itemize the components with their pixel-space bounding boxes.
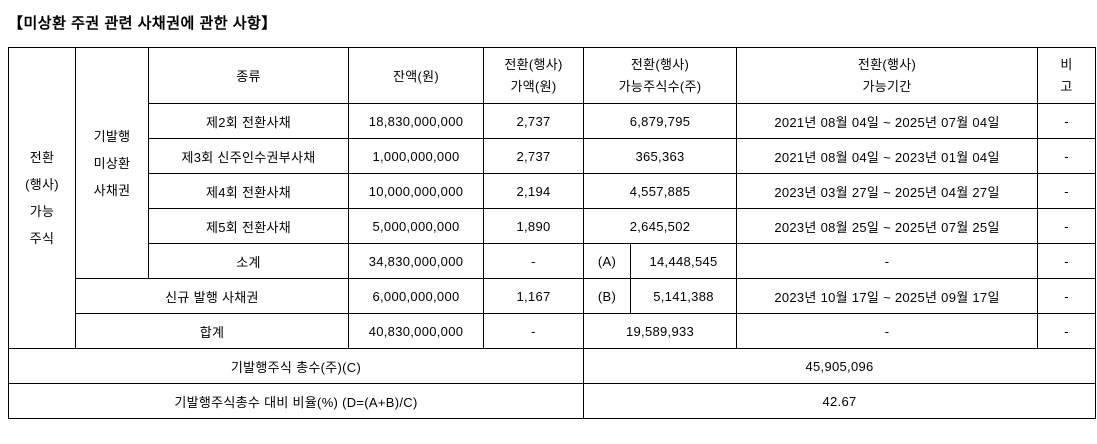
header-conversion-price: 전환(행사) 가액(원)	[483, 47, 584, 104]
cell-balance: 34,830,000,000	[348, 243, 484, 279]
bond-row: 제3회 신주인수권부사채 1,000,000,000 2,737 365,363…	[9, 138, 1097, 174]
cell-note: -	[1037, 103, 1097, 139]
summary-row-total-issued-shares: 기발행주식 총수(주)(C) 45,905,096	[8, 348, 1097, 384]
cell-shares: 6,879,795	[582, 103, 738, 139]
cell-shares: 14,448,545	[629, 243, 738, 279]
summary-label: 기발행주식총수 대비 비율(%) (D=(A+B)/C)	[8, 383, 584, 419]
cell-kind: 제2회 전환사채	[148, 103, 349, 139]
header-balance: 잔액(원)	[348, 47, 484, 104]
cell-balance: 1,000,000,000	[348, 138, 484, 174]
cell-shares-tag: (B)	[583, 278, 631, 314]
header-row: 전환 (행사) 가능 주식 기발행 미상환 사채권 종류 잔액(원) 전환(행사…	[8, 47, 1097, 349]
cell-shares: 5,141,388	[629, 278, 738, 314]
header-kind: 종류	[148, 47, 349, 104]
cell-note: -	[1037, 278, 1097, 314]
cell-period: -	[736, 243, 1039, 279]
bond-row: 제4회 전환사채 10,000,000,000 2,194 4,557,885 …	[9, 173, 1097, 209]
summary-row-ratio: 기발행주식총수 대비 비율(%) (D=(A+B)/C) 42.67	[8, 383, 1097, 419]
document-page: 【미상환 주권 관련 사채권에 관한 사항】 전환 (행사) 가능 주식 기발행…	[8, 15, 1097, 419]
cell-period: 2023년 03월 27일 ~ 2025년 04월 27일	[736, 173, 1039, 209]
cell-note: -	[1037, 313, 1097, 349]
cell-balance: 40,830,000,000	[348, 313, 484, 349]
cell-price: 1,890	[483, 208, 584, 244]
cell-price: 2,737	[483, 138, 584, 174]
cell-kind: 소계	[148, 243, 349, 279]
cell-shares: 4,557,885	[582, 173, 738, 209]
cell-period: 2021년 08월 04일 ~ 2025년 07월 04일	[736, 103, 1039, 139]
cell-note: -	[1037, 208, 1097, 244]
cell-price: 1,167	[483, 278, 584, 314]
summary-value: 45,905,096	[582, 348, 1097, 384]
total-row: 합계 40,830,000,000 - 19,589,933 - -	[9, 313, 1097, 349]
cell-price: -	[483, 243, 584, 279]
cell-note: -	[1037, 243, 1097, 279]
cell-price: -	[483, 313, 584, 349]
cell-period: -	[736, 313, 1039, 349]
header-note: 비 고	[1037, 47, 1097, 104]
cell-note: -	[1037, 138, 1097, 174]
new-issue-row: 신규 발행 사채권 6,000,000,000 1,167 (B) 5,141,…	[9, 278, 1097, 314]
cell-price: 2,194	[483, 173, 584, 209]
header-convertible-shares: 전환(행사) 가능주식수(주)	[582, 47, 738, 104]
cell-period: 2023년 10월 17일 ~ 2025년 09월 17일	[736, 278, 1039, 314]
cell-balance: 5,000,000,000	[348, 208, 484, 244]
unredeemed-bond-table: 전환 (행사) 가능 주식 기발행 미상환 사채권 종류 잔액(원) 전환(행사…	[8, 47, 1097, 419]
header-conversion-period: 전환(행사) 가능기간	[736, 47, 1039, 104]
cell-shares: 2,645,502	[582, 208, 738, 244]
page-title: 【미상환 주권 관련 사채권에 관한 사항】	[8, 15, 277, 32]
cell-kind: 신규 발행 사채권	[75, 278, 349, 314]
cell-kind: 제4회 전환사채	[148, 173, 349, 209]
summary-value: 42.67	[582, 383, 1097, 419]
cell-note: -	[1037, 173, 1097, 209]
summary-label: 기발행주식 총수(주)(C)	[8, 348, 584, 384]
bond-row: 제2회 전환사채 18,830,000,000 2,737 6,879,795 …	[9, 103, 1097, 139]
subtotal-row: 소계 34,830,000,000 - (A) 14,448,545 - -	[9, 243, 1097, 279]
cell-shares: 365,363	[582, 138, 738, 174]
cell-balance: 6,000,000,000	[348, 278, 484, 314]
stub-issued-outstanding-bonds-label: 기발행 미상환 사채권	[75, 47, 149, 279]
cell-period: 2023년 08월 25일 ~ 2025년 07월 25일	[736, 208, 1039, 244]
bond-row: 제5회 전환사채 5,000,000,000 1,890 2,645,502 2…	[9, 208, 1097, 244]
cell-shares-tag: (A)	[583, 243, 631, 279]
cell-kind: 제3회 신주인수권부사채	[148, 138, 349, 174]
stub-convertible-shares-label: 전환 (행사) 가능 주식	[8, 47, 76, 349]
cell-balance: 10,000,000,000	[348, 173, 484, 209]
cell-period: 2021년 08월 04일 ~ 2023년 01월 04일	[736, 138, 1039, 174]
cell-kind: 제5회 전환사채	[148, 208, 349, 244]
cell-shares: 19,589,933	[582, 313, 738, 349]
cell-price: 2,737	[483, 103, 584, 139]
cell-balance: 18,830,000,000	[348, 103, 484, 139]
cell-kind: 합계	[75, 313, 349, 349]
